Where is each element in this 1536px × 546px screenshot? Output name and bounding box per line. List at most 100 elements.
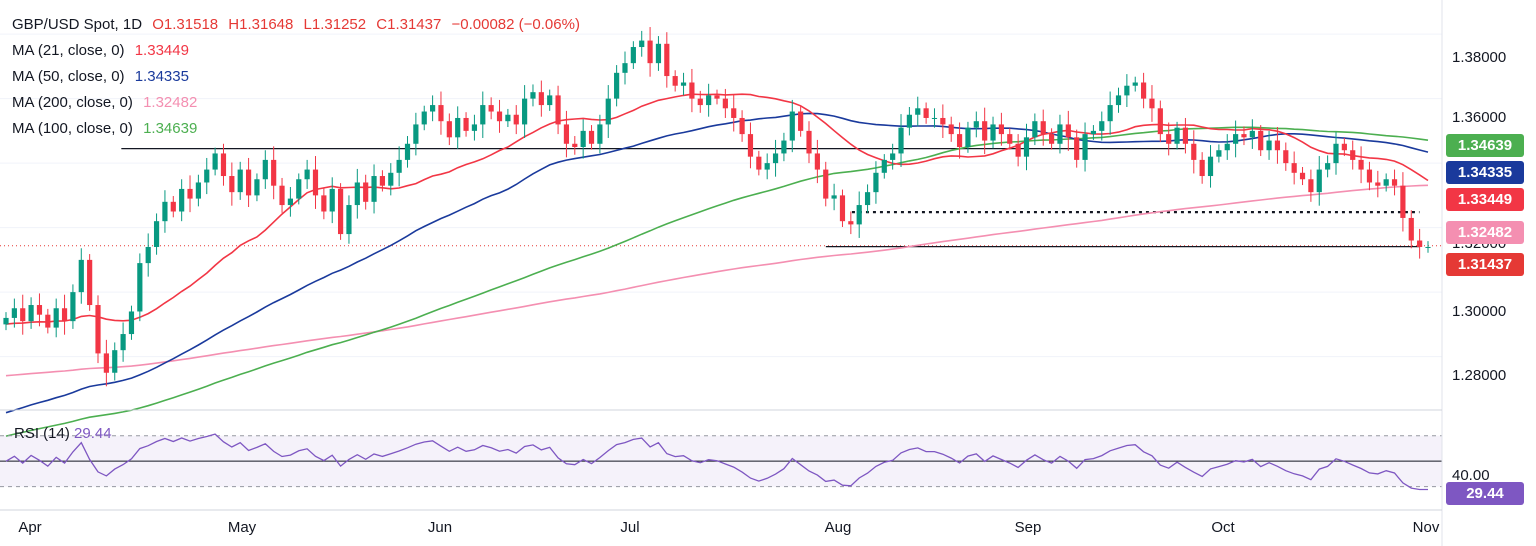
- xtick-label: Sep: [1015, 519, 1042, 536]
- candle: [856, 191, 862, 238]
- candle-body: [137, 263, 143, 312]
- candle-body: [1048, 134, 1055, 144]
- candle: [1400, 172, 1406, 232]
- xtick-label: May: [228, 519, 257, 536]
- candle: [697, 90, 703, 113]
- candle: [471, 114, 478, 141]
- candle: [337, 183, 344, 240]
- candle: [53, 298, 59, 338]
- candle-body: [873, 172, 879, 193]
- symbol-label[interactable]: GBP/USD Spot, 1D: [12, 16, 143, 33]
- candle: [430, 95, 436, 122]
- candle-body: [530, 92, 536, 99]
- candle: [388, 163, 394, 196]
- candle-body: [379, 176, 386, 186]
- candle: [1074, 129, 1080, 168]
- candle-body: [890, 153, 896, 160]
- ma21-legend[interactable]: MA (21, close, 0) 1.33449: [12, 38, 586, 64]
- candle-body: [1316, 169, 1322, 193]
- candle-body: [220, 153, 227, 177]
- candle: [1241, 126, 1247, 146]
- candle-body: [563, 124, 570, 144]
- candle: [396, 146, 402, 187]
- xtick-label: Apr: [18, 519, 41, 536]
- ma-value: 1.34639: [143, 120, 198, 137]
- candle-body: [772, 153, 779, 164]
- candle: [1166, 122, 1172, 156]
- candle: [1299, 166, 1306, 186]
- candle-body: [488, 105, 494, 112]
- candle: [1366, 161, 1373, 191]
- candle: [404, 136, 411, 168]
- candle-body: [354, 182, 360, 206]
- candle-body: [1249, 130, 1255, 138]
- candle-body: [731, 108, 737, 118]
- candle: [245, 157, 252, 207]
- candle: [179, 179, 185, 222]
- candle: [1274, 127, 1281, 164]
- candle-body: [204, 169, 210, 183]
- ma200-legend[interactable]: MA (200, close, 0) 1.32482: [12, 90, 586, 116]
- candle: [823, 161, 829, 207]
- candle: [1107, 91, 1113, 135]
- candle-body: [170, 201, 176, 212]
- candle: [948, 116, 954, 142]
- candle: [706, 83, 712, 117]
- candle-body: [965, 127, 971, 147]
- candle-body: [287, 198, 293, 206]
- candle-body: [87, 259, 93, 306]
- candle-body: [1391, 179, 1398, 186]
- candle-body: [940, 117, 946, 125]
- candle-body: [229, 176, 235, 193]
- candle-body: [20, 308, 26, 322]
- candle-body: [555, 95, 561, 125]
- ma21-price-badge: 1.33449: [1446, 188, 1524, 211]
- candle: [1358, 146, 1364, 184]
- rsi-legend[interactable]: RSI (14) 29.44: [14, 425, 112, 442]
- candle-body: [747, 134, 754, 157]
- candle: [597, 114, 603, 154]
- candle: [881, 154, 887, 179]
- candle-body: [179, 188, 185, 212]
- candle-body: [471, 124, 478, 131]
- candle-body: [1057, 124, 1063, 144]
- candle-body: [1040, 121, 1046, 135]
- candle: [1040, 109, 1046, 146]
- candle: [965, 121, 971, 153]
- candle: [170, 196, 176, 218]
- candle: [547, 89, 553, 111]
- candle-body: [212, 153, 218, 170]
- candle-body: [522, 98, 528, 125]
- candlesticks[interactable]: [3, 27, 1431, 387]
- candle-body: [371, 176, 377, 202]
- ma50-legend[interactable]: MA (50, close, 0) 1.34335: [12, 64, 586, 90]
- candle: [722, 88, 728, 118]
- candle: [714, 89, 720, 105]
- candle: [496, 99, 503, 133]
- candle-body: [421, 111, 427, 125]
- candle: [956, 122, 963, 159]
- candle-body: [1283, 150, 1289, 164]
- candle: [898, 114, 904, 167]
- candle-body: [346, 205, 352, 235]
- candle-body: [312, 169, 319, 196]
- candle: [287, 186, 293, 217]
- candle-body: [36, 305, 43, 315]
- chart-legend: GBP/USD Spot, 1D O1.31518 H1.31648 L1.31…: [12, 12, 586, 142]
- candle-body: [864, 192, 871, 206]
- candle-body: [898, 127, 904, 154]
- candle-body: [1325, 163, 1331, 170]
- candle-body: [337, 188, 344, 235]
- candle: [11, 298, 17, 328]
- candle-body: [948, 124, 954, 135]
- candle: [530, 84, 536, 107]
- candle: [153, 213, 160, 255]
- candle: [1057, 114, 1063, 154]
- candle: [605, 85, 611, 138]
- candle: [145, 233, 151, 277]
- candle: [940, 104, 946, 138]
- rsi-value: 29.44: [74, 425, 112, 442]
- candle: [95, 295, 101, 364]
- ma100-legend[interactable]: MA (100, close, 0) 1.34639: [12, 116, 586, 142]
